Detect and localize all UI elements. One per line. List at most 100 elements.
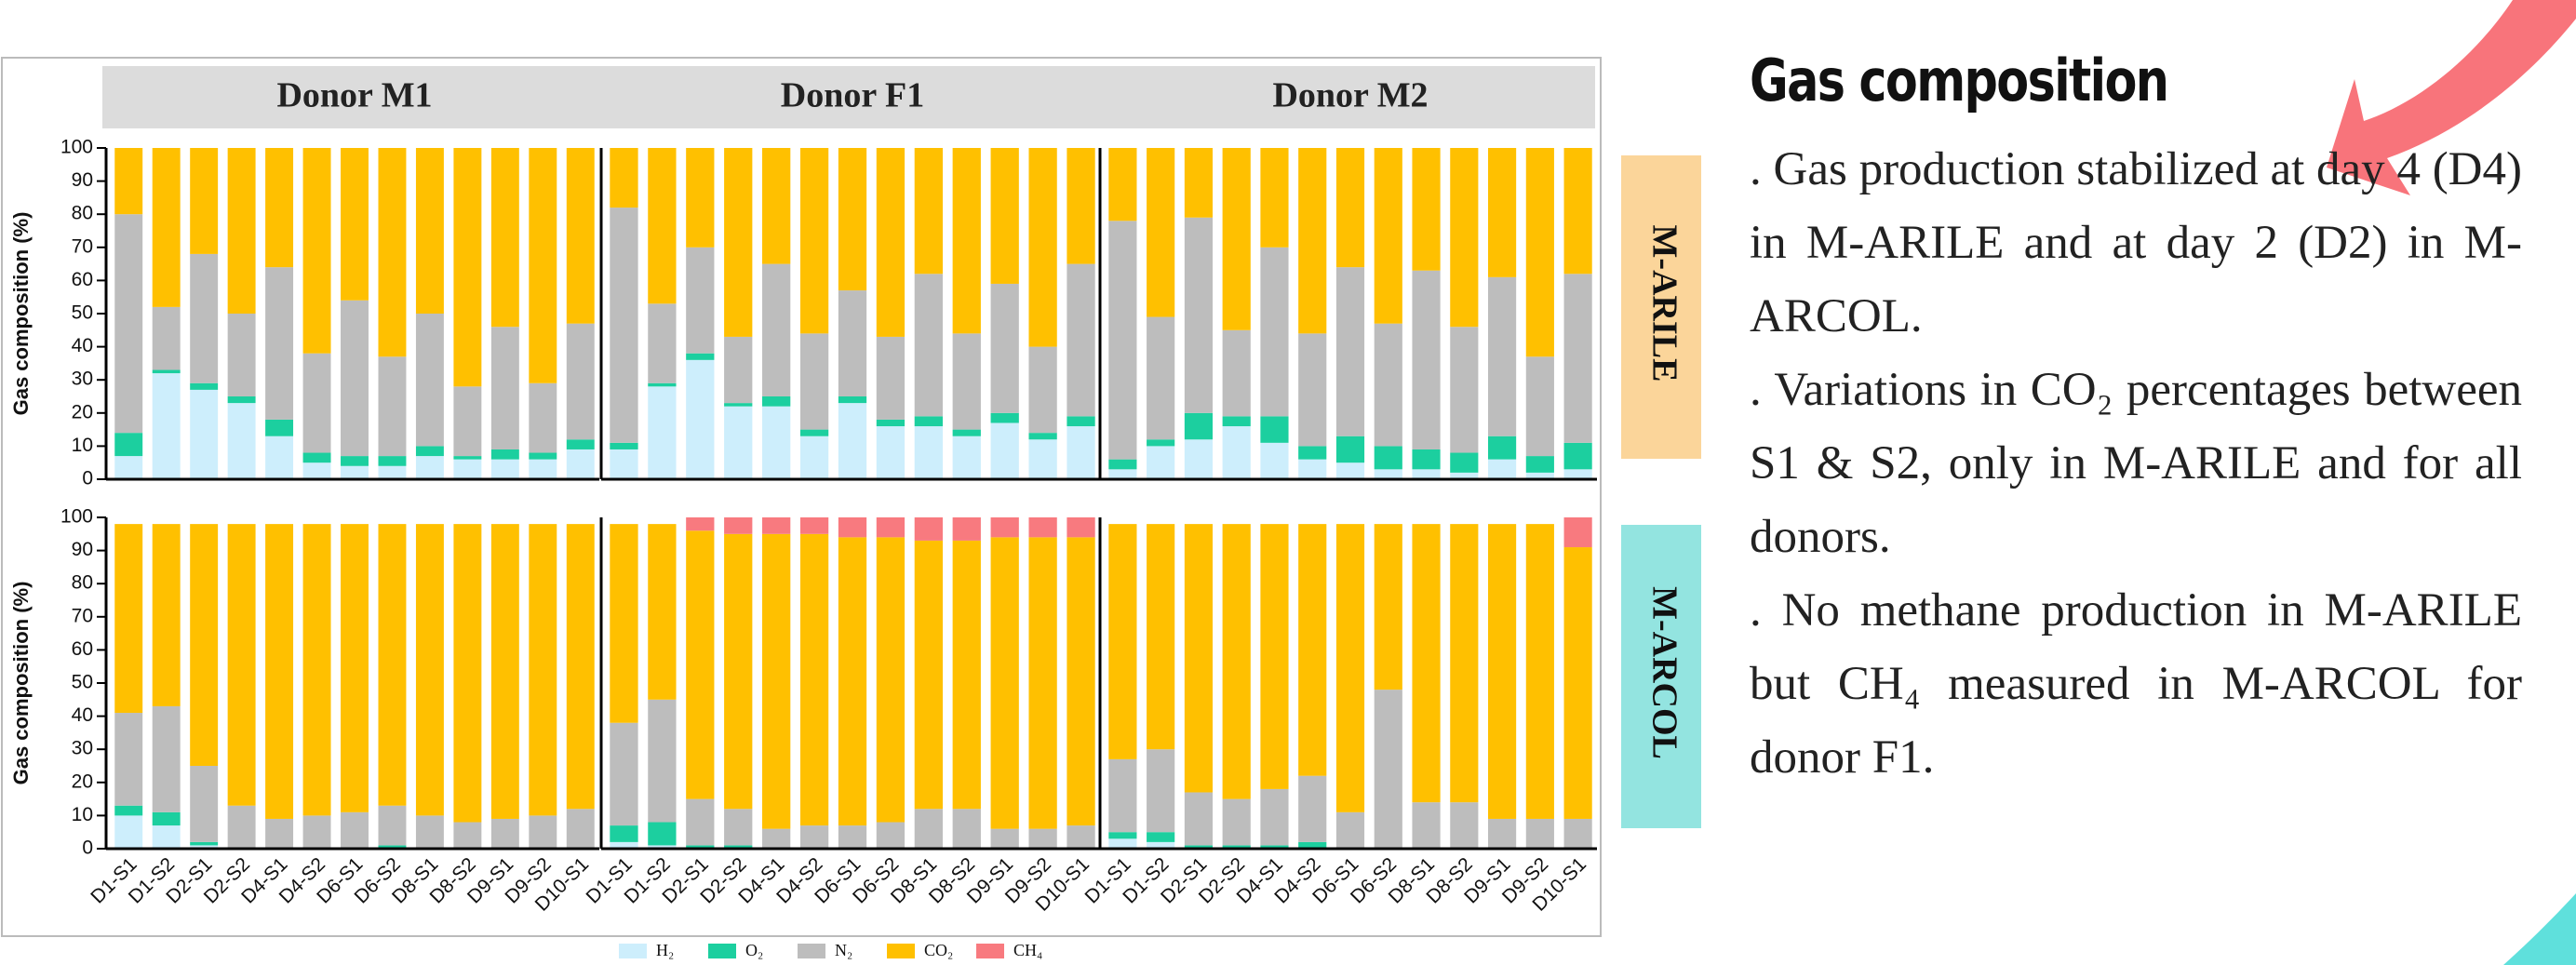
bar-segment (1147, 446, 1174, 479)
bar-segment (416, 815, 444, 849)
bar-segment (1564, 274, 1592, 443)
bar-segment (762, 407, 790, 479)
y-tick-label: 50 (72, 302, 93, 324)
y-tick-label: 0 (82, 468, 93, 489)
bar-segment (529, 148, 557, 383)
bar-segment (1564, 148, 1592, 274)
bar-segment (610, 443, 637, 449)
bar-segment (1564, 517, 1592, 547)
bar-segment (265, 819, 293, 849)
y-tick-label: 30 (72, 738, 93, 759)
bar-segment (453, 456, 481, 460)
bar-segment (839, 403, 866, 479)
y-tick-label: 0 (82, 838, 93, 859)
legend-label: O₂ (745, 941, 763, 959)
bar-segment (686, 354, 714, 360)
bar-segment (1488, 819, 1516, 849)
bar-segment (567, 449, 595, 479)
bar-segment (491, 819, 519, 849)
bar-segment (610, 208, 637, 443)
bar-segment (529, 524, 557, 815)
bar-segment (453, 148, 481, 386)
y-axis-label: Gas composition (%) (9, 212, 33, 416)
legend-swatch (798, 944, 825, 958)
bar-segment (1488, 460, 1516, 479)
bar-segment (1450, 802, 1478, 849)
bar-segment (1412, 524, 1440, 802)
bar-segment (228, 396, 256, 403)
legend-label: N₂ (835, 941, 852, 959)
bar-segment (567, 148, 595, 324)
y-tick-label: 70 (72, 235, 93, 257)
bar-segment (724, 403, 752, 407)
y-tick-label: 80 (72, 203, 93, 224)
bar-segment (991, 517, 1019, 537)
bar-segment (1147, 749, 1174, 832)
bar-segment (1185, 413, 1213, 439)
bar-segment (1067, 537, 1094, 825)
bar-segment (915, 426, 943, 479)
bar-segment (190, 383, 218, 390)
bar-segment (1028, 829, 1056, 849)
row-label: M-ARILE (1644, 225, 1684, 382)
bar-segment (610, 148, 637, 208)
legend-swatch (619, 944, 647, 958)
bar-segment (378, 456, 406, 466)
bar-segment (416, 314, 444, 446)
bar-segment (1108, 460, 1136, 470)
bar-segment (991, 413, 1019, 423)
bar-segment (265, 267, 293, 420)
bar-segment (153, 706, 181, 812)
bar-segment (1450, 148, 1478, 327)
panel-paragraph: . No methane production in M-ARILE but C… (1750, 574, 2522, 795)
y-axis-label: Gas composition (%) (9, 582, 33, 785)
corner-decor (2503, 893, 2576, 965)
bar-segment (1028, 537, 1056, 828)
bar-segment (453, 460, 481, 479)
bar-segment (1298, 460, 1326, 479)
bar-segment (839, 517, 866, 537)
bar-segment (114, 806, 142, 816)
bar-segment (491, 148, 519, 327)
bar-segment (341, 466, 369, 479)
bar-segment (1028, 433, 1056, 439)
bar-segment (610, 723, 637, 825)
bar-segment (800, 517, 828, 534)
bar-segment (648, 823, 676, 846)
bar-segment (1298, 524, 1326, 776)
bar-segment (114, 214, 142, 433)
bar-segment (1067, 825, 1094, 849)
bar-segment (153, 812, 181, 825)
bar-segment (991, 148, 1019, 284)
bar-segment (378, 356, 406, 456)
bar-segment (190, 390, 218, 479)
bar-segment (1223, 330, 1251, 417)
bar-segment (1028, 347, 1056, 434)
bar-segment (378, 466, 406, 479)
bar-segment (1412, 449, 1440, 469)
bar-segment (915, 517, 943, 541)
bar-segment (1375, 148, 1402, 324)
bar-segment (1375, 524, 1402, 690)
bar-segment (953, 809, 981, 849)
bar-segment (1028, 148, 1056, 347)
bar-segment (1336, 267, 1364, 436)
bar-segment (1412, 148, 1440, 271)
bar-segment (1450, 327, 1478, 452)
bar-segment (303, 815, 331, 849)
bar-segment (686, 148, 714, 248)
bar-segment (839, 148, 866, 290)
bar-segment (953, 541, 981, 809)
bar-segment (1185, 524, 1213, 792)
bar-segment (153, 370, 181, 374)
page: {"chart_data": {"type": "stacked_bar", "… (0, 0, 2576, 965)
bar-segment (114, 456, 142, 479)
bar-segment (1260, 248, 1288, 417)
bar-segment (1526, 456, 1554, 473)
bar-segment (800, 436, 828, 479)
bar-segment (1526, 819, 1554, 849)
bar-segment (762, 829, 790, 849)
bar-segment (529, 383, 557, 453)
bar-segment (190, 842, 218, 846)
panel-paragraph: . Gas production stabilized at day 4 (D4… (1750, 133, 2522, 354)
